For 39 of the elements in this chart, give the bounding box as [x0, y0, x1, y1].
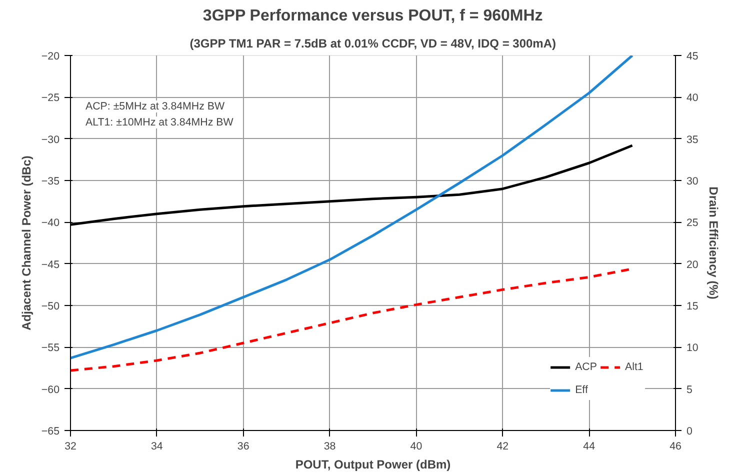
y2-tick-label: 45 [686, 50, 698, 62]
y2-axis-title: Drain Efficiency (%) [706, 186, 720, 300]
x-tick-label: 40 [410, 440, 422, 452]
y2-tick-label: 10 [686, 342, 698, 354]
legend-label: Alt1 [625, 361, 644, 373]
y-tick-label: −60 [41, 384, 60, 396]
y-tick-label: −35 [41, 176, 60, 188]
y-tick-label: −65 [41, 426, 60, 438]
y-tick-label: −50 [41, 300, 60, 312]
x-tick-label: 36 [237, 440, 250, 452]
x-axis-title: POUT, Output Power (dBm) [295, 458, 451, 472]
chart-subtitle: (3GPP TM1 PAR = 7.5dB at 0.01% CCDF, VD = 48V, IDQ = 300mA) [190, 36, 556, 50]
x-tick-label: 38 [324, 440, 336, 452]
y2-tick-label: 35 [686, 134, 698, 146]
line-series [70, 56, 634, 360]
y2-tick-label: 0 [686, 426, 692, 438]
x-tick-label: 34 [151, 440, 163, 452]
y2-tick-label: 20 [686, 258, 698, 271]
y-tick-label: −40 [41, 217, 60, 230]
y-tick-label: −45 [41, 258, 60, 271]
x-tick-label: 42 [496, 440, 509, 452]
legend-label: Eff [575, 384, 589, 396]
chart-title: 3GPP Performance versus POUT, f = 960MHz [202, 8, 543, 24]
legend-label: ACP [575, 361, 597, 373]
x-tick-label: 32 [64, 440, 76, 452]
y-tick-label: −20 [41, 50, 60, 62]
y2-tick-label: 15 [686, 300, 698, 312]
y2-tick-label: 25 [686, 217, 698, 230]
y-tick-label: −30 [41, 134, 60, 146]
y-tick-label: −25 [41, 92, 60, 104]
annotation: ACP: ±5MHz at 3.84MHz BW [86, 100, 226, 112]
y2-tick-label: 5 [686, 384, 692, 396]
x-tick-label: 46 [670, 440, 682, 452]
y2-tick-label: 40 [686, 92, 698, 104]
annotation: ALT1: ±10MHz at 3.84MHz BW [86, 116, 234, 128]
y-tick-label: −55 [41, 342, 60, 354]
x-tick-label: 44 [583, 440, 596, 452]
y-axis-title: Adjacent Channel Power (dBc) [19, 156, 34, 330]
y2-tick-label: 30 [686, 176, 698, 188]
